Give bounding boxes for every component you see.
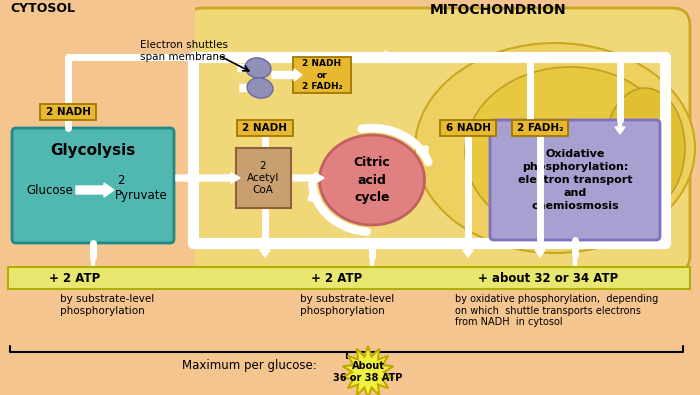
Bar (8, 267, 690, 289)
Ellipse shape (245, 58, 271, 78)
Ellipse shape (247, 78, 273, 98)
FancyArrow shape (367, 257, 377, 274)
FancyArrow shape (525, 119, 535, 134)
Text: 2 NADH: 2 NADH (46, 107, 90, 117)
Text: 2 NADH
or
2 FADH₂: 2 NADH or 2 FADH₂ (302, 59, 342, 90)
FancyArrow shape (238, 62, 256, 74)
Ellipse shape (465, 67, 675, 237)
FancyArrow shape (293, 173, 324, 184)
Polygon shape (343, 346, 393, 395)
Bar (0, 0, 195, 285)
Text: + 2 ATP: + 2 ATP (50, 271, 101, 284)
FancyArrow shape (240, 82, 258, 94)
FancyArrow shape (272, 69, 302, 81)
Text: 2 FADH₂: 2 FADH₂ (517, 123, 564, 133)
Text: Oxidative
phosphorylation:
electron transport
and
chemiosmosis: Oxidative phosphorylation: electron tran… (518, 149, 632, 211)
Text: Maximum per glucose:: Maximum per glucose: (182, 359, 316, 372)
FancyBboxPatch shape (185, 8, 690, 273)
Text: 2
Acetyl
CoA: 2 Acetyl CoA (247, 162, 279, 195)
Text: by oxidative phosphorylation,  depending
on which  shuttle transports electrons
: by oxidative phosphorylation, depending … (455, 294, 658, 327)
FancyArrow shape (535, 242, 545, 257)
FancyArrow shape (176, 173, 240, 184)
FancyBboxPatch shape (12, 128, 174, 243)
FancyArrow shape (88, 257, 98, 274)
Text: Pyruvate: Pyruvate (115, 188, 168, 201)
FancyBboxPatch shape (490, 120, 660, 240)
Text: About
36 or 38 ATP: About 36 or 38 ATP (333, 361, 402, 383)
FancyArrow shape (463, 242, 473, 257)
Text: by substrate-level
phosphorylation: by substrate-level phosphorylation (60, 294, 154, 316)
FancyArrow shape (615, 119, 625, 134)
Ellipse shape (319, 135, 424, 225)
FancyArrow shape (355, 51, 395, 63)
Text: CYTOSOL: CYTOSOL (10, 2, 75, 15)
Text: Citric
acid
cycle: Citric acid cycle (354, 156, 391, 203)
Text: Glucose: Glucose (26, 184, 73, 196)
Bar (237, 120, 293, 136)
FancyArrow shape (63, 105, 73, 120)
Ellipse shape (415, 43, 695, 253)
FancyArrow shape (260, 242, 270, 257)
Text: Glycolysis: Glycolysis (50, 143, 136, 158)
Text: + about 32 or 34 ATP: + about 32 or 34 ATP (478, 271, 618, 284)
Bar (293, 57, 351, 93)
Text: Electron shuttles
span membrane: Electron shuttles span membrane (140, 40, 228, 62)
Ellipse shape (605, 88, 685, 208)
Text: + 2 ATP: + 2 ATP (312, 271, 363, 284)
FancyArrow shape (76, 183, 114, 197)
Bar (440, 120, 496, 136)
Bar (512, 120, 568, 136)
Text: 6 NADH: 6 NADH (445, 123, 491, 133)
Bar (236, 148, 291, 208)
FancyArrow shape (570, 255, 580, 274)
Text: by substrate-level
phosphorylation: by substrate-level phosphorylation (300, 294, 394, 316)
Text: 2 NADH: 2 NADH (242, 123, 288, 133)
Bar (40, 104, 96, 120)
Text: MITOCHONDRION: MITOCHONDRION (430, 3, 566, 17)
Text: 2: 2 (117, 173, 125, 186)
